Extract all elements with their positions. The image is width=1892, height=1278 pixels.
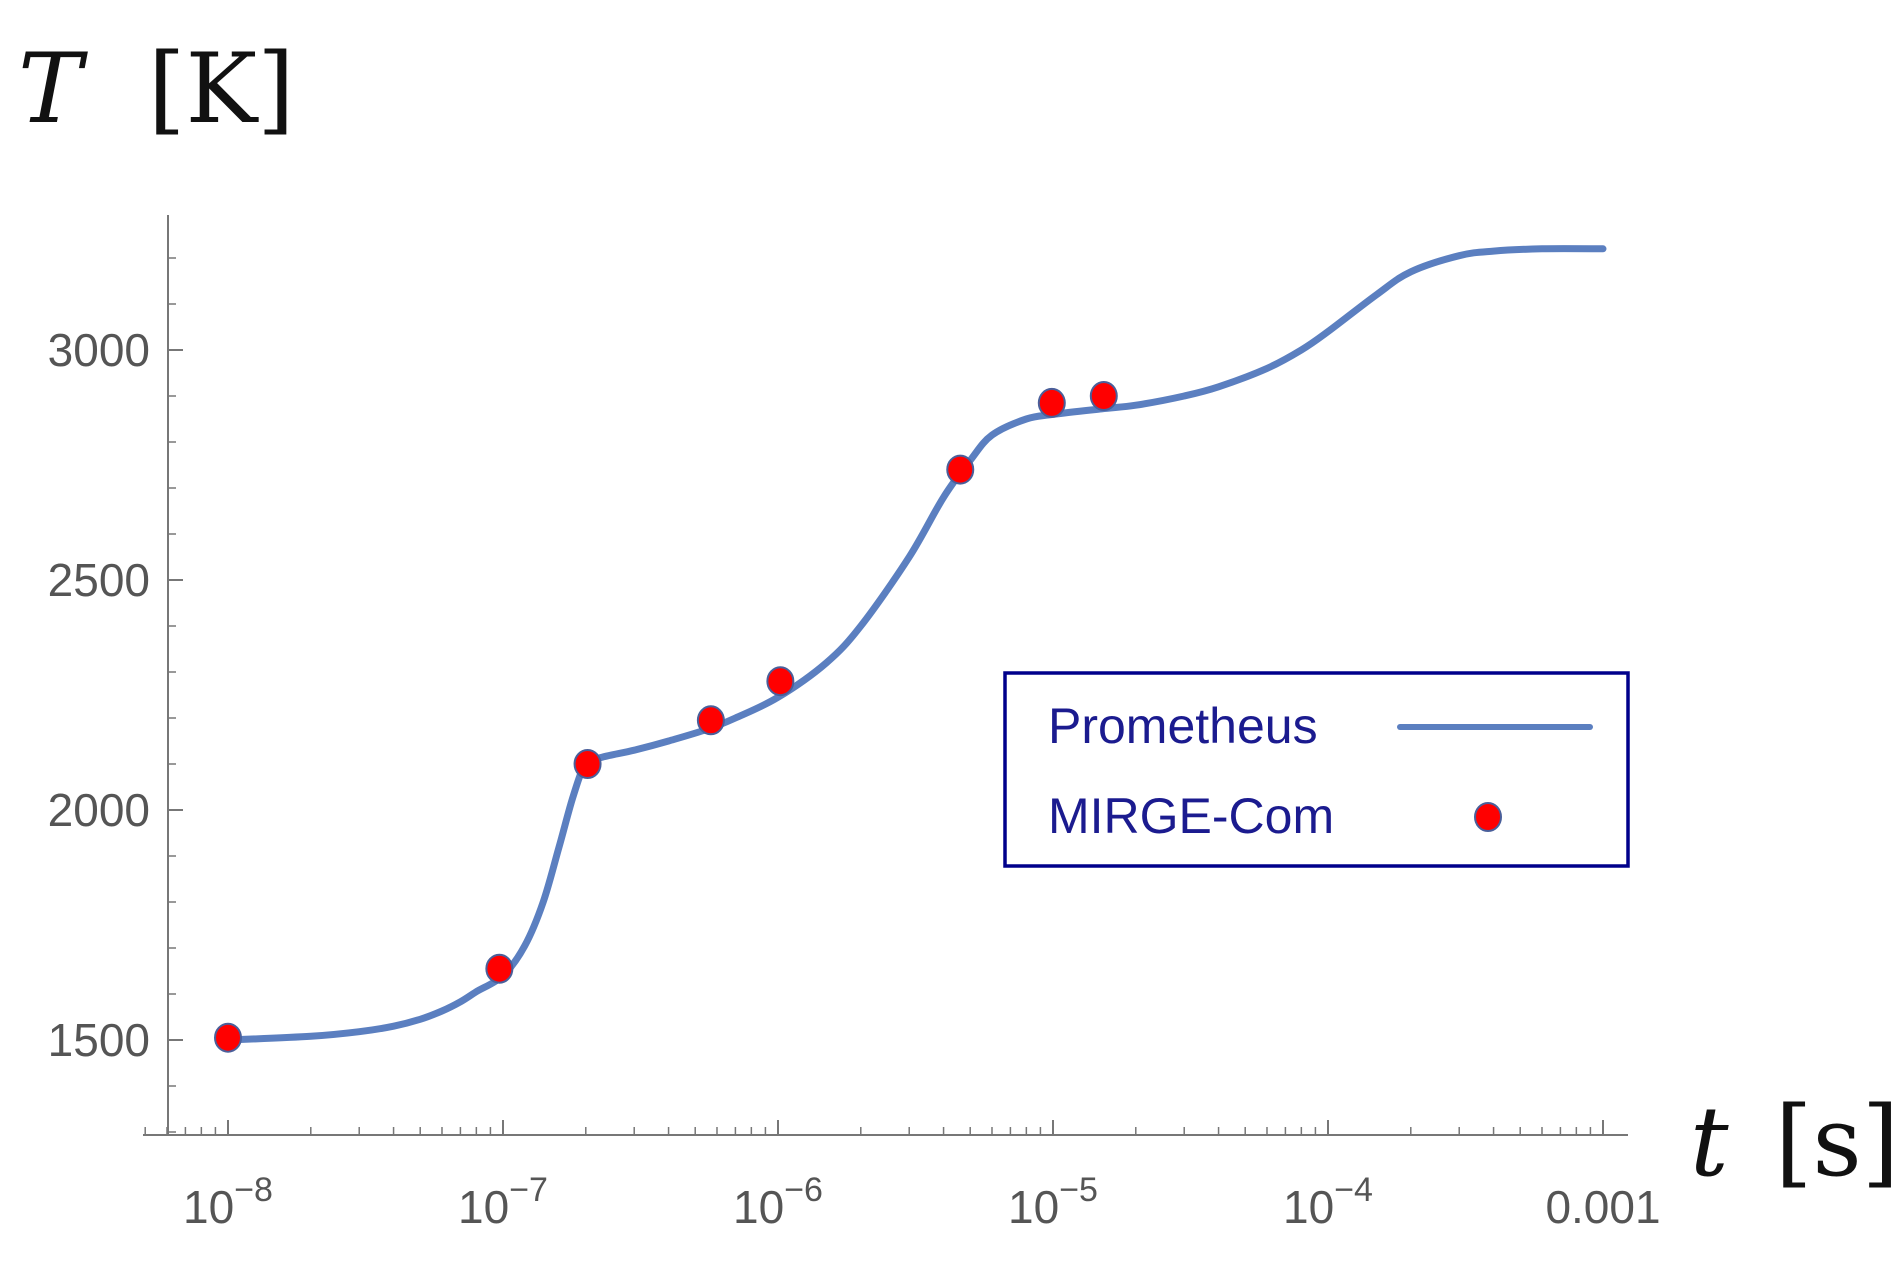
data-point xyxy=(1039,389,1065,417)
legend-label-mirge-com: MIRGE-Com xyxy=(1048,788,1334,844)
x-tick-label-base: 10 xyxy=(1008,1181,1059,1233)
x-tick-label: 10−7 xyxy=(458,1171,548,1233)
y-axis-title: T [K] xyxy=(18,33,295,145)
legend-label-prometheus: Prometheus xyxy=(1048,698,1318,754)
x-minor-ticks xyxy=(145,1127,1590,1135)
y-tick-label: 3000 xyxy=(48,324,150,376)
x-major-ticks xyxy=(228,1120,1603,1135)
data-point xyxy=(698,706,724,734)
x-tick-label: 0.001 xyxy=(1545,1181,1660,1233)
x-tick-label-base: 10 xyxy=(183,1181,234,1233)
x-tick-label-base: 10 xyxy=(733,1181,784,1233)
y-axis-title-var: T xyxy=(18,33,88,145)
y-major-ticks xyxy=(168,350,183,1040)
x-tick-label: 10−8 xyxy=(183,1171,273,1233)
x-tick-label-exponent: −7 xyxy=(509,1171,548,1209)
x-axis-title: t [s] xyxy=(1690,1086,1892,1198)
data-point xyxy=(947,456,973,484)
x-tick-label-exponent: −8 xyxy=(234,1171,273,1209)
data-point xyxy=(486,955,512,983)
x-tick-labels: 10−8 10−7 10−6 10−5 10−4 0.001 xyxy=(183,1171,1661,1233)
y-tick-labels: 1500 2000 2500 3000 xyxy=(48,324,150,1066)
data-point xyxy=(1091,382,1117,410)
x-axis-title-unit: [s] xyxy=(1775,1086,1892,1198)
data-point xyxy=(575,750,601,778)
x-tick-label: 10−5 xyxy=(1008,1171,1098,1233)
series-line-prometheus xyxy=(228,249,1603,1040)
x-tick-label: 10−6 xyxy=(733,1171,823,1233)
y-minor-ticks xyxy=(168,258,176,1132)
x-tick-label-exponent: −5 xyxy=(1059,1171,1098,1209)
legend-dot-swatch xyxy=(1475,803,1501,831)
x-tick-label-exponent: −6 xyxy=(784,1171,823,1209)
x-tick-label: 10−4 xyxy=(1283,1171,1373,1233)
x-tick-label-base: 10 xyxy=(1283,1181,1334,1233)
y-tick-label: 1500 xyxy=(48,1014,150,1066)
data-point xyxy=(767,667,793,695)
legend: Prometheus MIRGE-Com xyxy=(1005,673,1628,866)
x-tick-label-base: 10 xyxy=(458,1181,509,1233)
x-tick-label-exponent: −4 xyxy=(1334,1171,1373,1209)
y-tick-label: 2000 xyxy=(48,784,150,836)
series-points-mirge-com xyxy=(215,382,1117,1052)
y-axis-title-unit: [K] xyxy=(148,33,295,145)
data-point xyxy=(215,1024,241,1052)
y-tick-label: 2500 xyxy=(48,554,150,606)
x-axis-title-var: t xyxy=(1690,1086,1729,1198)
